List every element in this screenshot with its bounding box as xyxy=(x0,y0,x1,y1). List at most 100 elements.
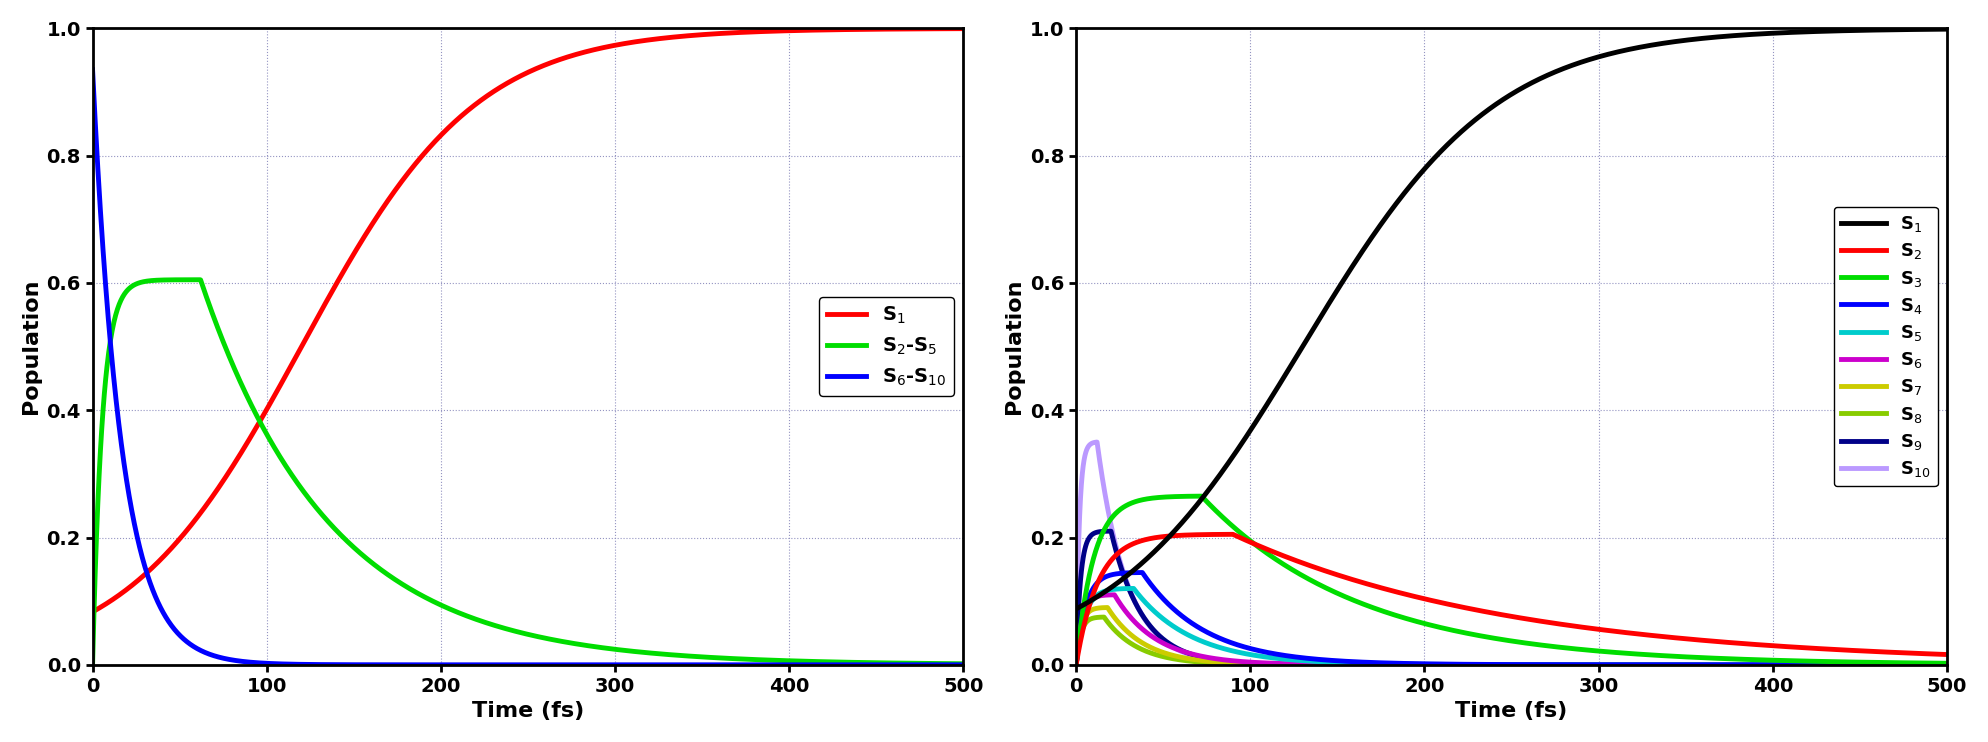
S$_5$ xyxy=(1910,660,1934,669)
S$_8$ xyxy=(1489,660,1513,669)
S$_{10}$ xyxy=(1109,560,1133,569)
S$_6$ xyxy=(1064,660,1087,669)
Line: S$_5$: S$_5$ xyxy=(1076,588,1946,665)
S$_1$ xyxy=(125,577,149,585)
S$_7$ xyxy=(1095,603,1119,612)
S$_5$ xyxy=(1489,660,1513,669)
S$_5$ xyxy=(1121,584,1145,593)
S$_1$ xyxy=(926,24,950,33)
S$_1$ xyxy=(1064,605,1087,614)
S$_2$ xyxy=(1465,605,1489,614)
S$_1$ xyxy=(505,74,529,83)
S$_9$ xyxy=(1465,660,1489,669)
S$_3$ xyxy=(1189,492,1213,501)
S$_4$ xyxy=(1129,568,1153,577)
S$_7$ xyxy=(1934,660,1958,669)
S$_1$ xyxy=(1487,97,1511,106)
S$_9$ xyxy=(1489,660,1513,669)
S$_5$ xyxy=(1749,660,1773,669)
S$_3$ xyxy=(1749,655,1773,664)
S$_6$ xyxy=(1910,660,1934,669)
S$_9$ xyxy=(1109,563,1133,572)
S$_2$ xyxy=(1489,610,1513,619)
S$_2$-S$_5$ xyxy=(82,660,105,669)
S$_9$ xyxy=(1099,527,1123,536)
S$_2$-S$_5$ xyxy=(189,275,213,284)
S$_7$ xyxy=(1489,660,1513,669)
S$_3$ xyxy=(1934,659,1958,668)
S$_6$ xyxy=(1749,660,1773,669)
S$_3$ xyxy=(1465,631,1489,640)
S$_{10}$ xyxy=(1910,660,1934,669)
S$_5$ xyxy=(1910,660,1934,669)
S$_6$ xyxy=(1465,660,1489,669)
S$_9$ xyxy=(1934,660,1958,669)
S$_7$ xyxy=(1465,660,1489,669)
S$_1$ xyxy=(1908,25,1932,34)
S$_7$ xyxy=(1910,660,1934,669)
S$_8$ xyxy=(1910,660,1934,669)
S$_2$ xyxy=(1749,640,1773,649)
S$_1$ xyxy=(926,24,950,33)
S$_2$-S$_5$ xyxy=(926,659,950,668)
Line: S$_6$-S$_{10}$: S$_6$-S$_{10}$ xyxy=(93,70,964,665)
S$_1$ xyxy=(82,608,105,617)
S$_2$-S$_5$ xyxy=(767,656,791,665)
Legend: S$_1$, S$_2$, S$_3$, S$_4$, S$_5$, S$_6$, S$_7$, S$_8$, S$_9$, S$_{10}$: S$_1$, S$_2$, S$_3$, S$_4$, S$_5$, S$_6$… xyxy=(1833,207,1938,486)
Line: S$_9$: S$_9$ xyxy=(1076,531,1946,665)
Legend: S$_1$, S$_2$-S$_5$, S$_6$-S$_{10}$: S$_1$, S$_2$-S$_5$, S$_6$-S$_{10}$ xyxy=(819,297,954,396)
S$_1$ xyxy=(1910,25,1934,34)
Y-axis label: Population: Population xyxy=(1004,279,1024,414)
S$_2$-S$_5$ xyxy=(125,279,149,288)
Line: S$_2$: S$_2$ xyxy=(1076,534,1946,665)
Line: S$_6$: S$_6$ xyxy=(1076,595,1946,665)
S$_2$ xyxy=(1934,650,1958,659)
S$_6$-S$_{10}$ xyxy=(952,660,976,669)
S$_3$ xyxy=(1109,505,1133,513)
S$_4$ xyxy=(1109,569,1133,578)
S$_4$ xyxy=(1465,660,1489,669)
Line: S$_1$: S$_1$ xyxy=(93,29,964,612)
S$_9$ xyxy=(1910,660,1934,669)
S$_8$ xyxy=(1749,660,1773,669)
Y-axis label: Population: Population xyxy=(20,279,42,414)
S$_2$ xyxy=(1221,530,1244,539)
S$_7$ xyxy=(1109,621,1133,630)
S$_6$-S$_{10}$ xyxy=(125,531,149,540)
S$_6$-S$_{10}$ xyxy=(82,65,105,74)
S$_6$ xyxy=(1934,660,1958,669)
S$_6$ xyxy=(1101,591,1125,600)
S$_1$ xyxy=(1934,24,1958,33)
S$_{10}$ xyxy=(1085,438,1109,447)
S$_5$ xyxy=(1064,660,1087,669)
S$_2$-S$_5$ xyxy=(926,659,950,668)
S$_8$ xyxy=(1109,631,1133,640)
Line: S$_1$: S$_1$ xyxy=(1076,29,1946,609)
S$_5$ xyxy=(1465,660,1489,669)
S$_3$ xyxy=(1910,659,1934,668)
S$_1$ xyxy=(952,24,976,33)
S$_7$ xyxy=(1910,660,1934,669)
S$_6$ xyxy=(1489,660,1513,669)
S$_2$-S$_5$ xyxy=(952,660,976,669)
S$_6$ xyxy=(1109,600,1133,609)
S$_{10}$ xyxy=(1465,660,1489,669)
S$_{10}$ xyxy=(1910,660,1934,669)
S$_5$ xyxy=(1934,660,1958,669)
S$_{10}$ xyxy=(1934,660,1958,669)
S$_{10}$ xyxy=(1064,660,1087,669)
S$_4$ xyxy=(1064,660,1087,669)
S$_6$ xyxy=(1910,660,1934,669)
S$_9$ xyxy=(1910,660,1934,669)
S$_9$ xyxy=(1064,660,1087,669)
S$_9$ xyxy=(1749,660,1773,669)
X-axis label: Time (fs): Time (fs) xyxy=(1455,701,1569,721)
Line: S$_8$: S$_8$ xyxy=(1076,617,1946,665)
Line: S$_3$: S$_3$ xyxy=(1076,496,1946,665)
X-axis label: Time (fs): Time (fs) xyxy=(471,701,584,721)
Line: S$_4$: S$_4$ xyxy=(1076,573,1946,665)
S$_2$ xyxy=(1064,660,1087,669)
Line: S$_{10}$: S$_{10}$ xyxy=(1076,442,1946,665)
S$_6$-S$_{10}$ xyxy=(926,660,950,669)
S$_8$ xyxy=(1064,660,1087,669)
